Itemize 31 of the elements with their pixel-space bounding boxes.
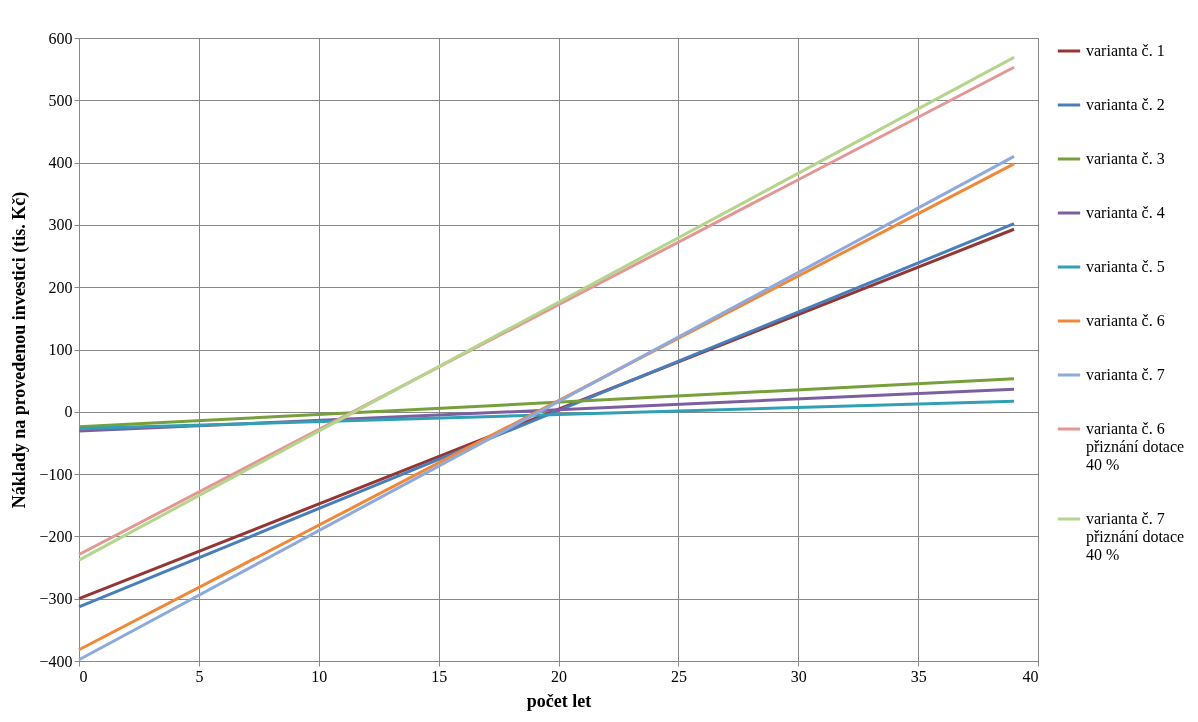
y-tick-label: 600: [48, 29, 73, 47]
y-tick-label: −200: [39, 527, 73, 545]
y-axis-title: Náklady na provedenou investici (tis. Kč): [9, 191, 31, 509]
legend-label: varianta č. 7 přiznání dotace 40 %: [1086, 510, 1185, 563]
y-tick-label: −400: [39, 652, 73, 670]
x-tick-label: 30: [790, 667, 807, 685]
x-tick-label: 10: [311, 667, 328, 685]
y-tick-label: 500: [48, 91, 73, 109]
x-tick-label: 20: [551, 667, 567, 685]
x-tick-label: 15: [431, 667, 448, 685]
x-tick-label: 40: [1022, 667, 1039, 685]
y-tick-label: −100: [39, 465, 73, 483]
y-tick-label: 300: [48, 216, 73, 234]
legend-label: varianta č. 6 přiznání dotace 40 %: [1086, 420, 1185, 473]
x-axis-title: počet let: [526, 690, 592, 711]
legend-label: varianta č. 2: [1086, 96, 1165, 113]
legend-label: varianta č. 3: [1086, 150, 1165, 167]
legend-label: varianta č. 7: [1086, 366, 1165, 383]
y-tick-label: 100: [48, 341, 73, 358]
y-tick-label: −300: [39, 590, 73, 608]
x-tick-label: 5: [195, 667, 204, 685]
x-tick-label: 35: [910, 667, 927, 685]
legend-label: varianta č. 5: [1086, 258, 1165, 275]
legend-label: varianta č. 1: [1086, 42, 1165, 59]
x-tick-label: 0: [79, 667, 88, 685]
legend-label: varianta č. 6: [1086, 312, 1165, 329]
y-tick-label: 400: [48, 154, 73, 172]
legend-label: varianta č. 4: [1086, 204, 1165, 221]
x-tick-label: 25: [670, 667, 687, 685]
y-tick-label: 0: [64, 403, 73, 421]
y-tick-label: 200: [48, 278, 73, 296]
